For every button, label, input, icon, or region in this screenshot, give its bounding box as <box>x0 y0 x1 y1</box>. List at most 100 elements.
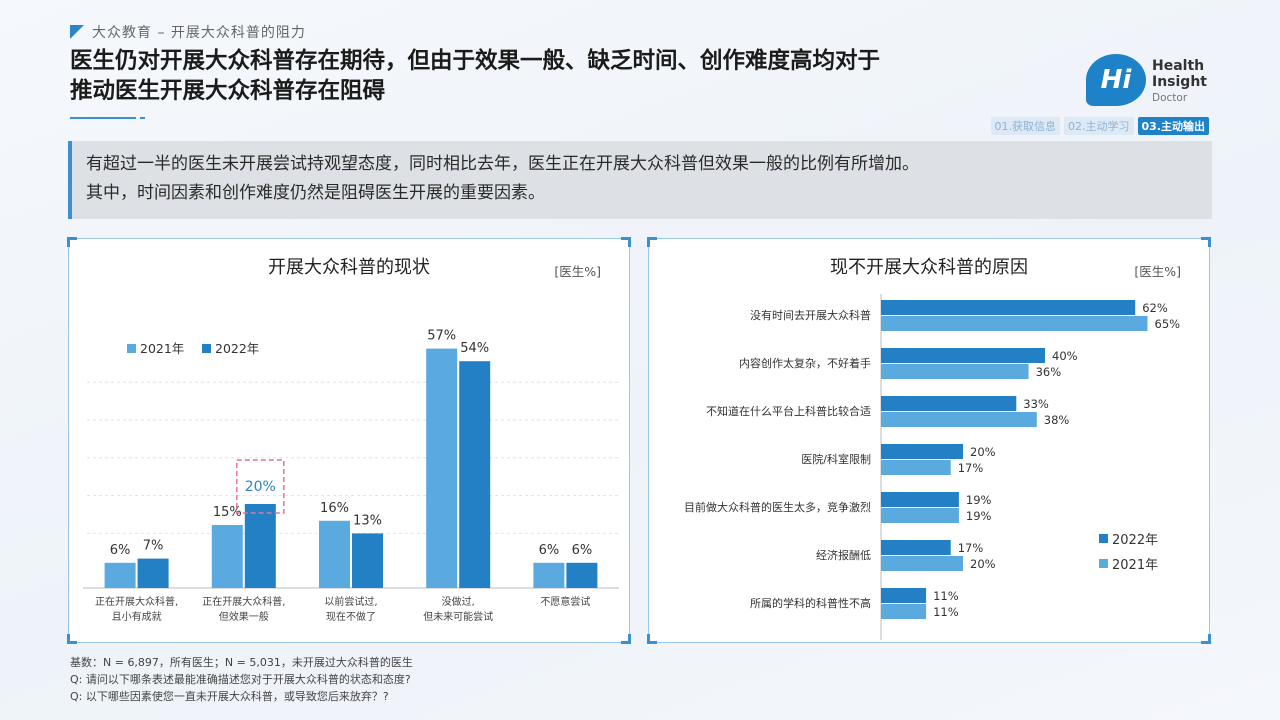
status-chart-title: 开展大众科普的现状 <box>268 257 430 278</box>
legend-label: 2022年 <box>1112 533 1158 548</box>
bar-2021年 <box>533 562 565 588</box>
status-chart-panel: 开展大众科普的现状 [医生%] 6% 7% 正在开展大众科普, 且小有成就 15% 20%… <box>67 237 631 644</box>
data-label: 36% <box>1036 365 1062 379</box>
category-label: 现在不做了 <box>326 610 376 623</box>
data-label: 13% <box>353 513 382 528</box>
bar-2021年 <box>881 412 1037 427</box>
triangle-marker-icon <box>70 25 84 39</box>
category-label: 经济报酬低 <box>816 548 871 562</box>
data-label: 62% <box>1142 301 1168 315</box>
bar-2021年 <box>881 364 1029 379</box>
bar-2021年 <box>881 604 927 619</box>
bar-2022年 <box>881 540 951 555</box>
footnote-q1: Q: 请问以下哪条表述最能准确描述您对于开展大众科普的状态和态度? <box>70 673 411 686</box>
category-label: 不知道在什么平台上科普比较合适 <box>706 404 871 418</box>
corner-decoration <box>1201 634 1211 644</box>
corner-decoration <box>1201 237 1211 247</box>
data-label: 33% <box>1023 397 1049 411</box>
bar-2021年 <box>881 508 959 523</box>
legend-label: 2022年 <box>215 341 259 356</box>
bar-2022年 <box>352 533 383 588</box>
footnote-base: 基数：N = 6,897，所有医生；N = 5,031，未开展过大众科普的医生 <box>70 656 413 669</box>
title-underline-dot <box>140 117 145 119</box>
data-label: 6% <box>110 543 131 558</box>
data-label: 57% <box>427 329 456 344</box>
data-label: 6% <box>539 543 560 558</box>
bar-2021年 <box>881 556 963 571</box>
corner-decoration <box>647 237 657 247</box>
data-label: 11% <box>933 605 959 619</box>
logo-line2: Insight <box>1152 74 1207 90</box>
bar-2022年 <box>881 300 1136 315</box>
logo-line3: Doctor <box>1152 92 1188 104</box>
footnote-q2: Q: 以下哪些因素使您一直未开展大众科普，或导致您后来放弃？? <box>70 690 389 703</box>
bar-2022年 <box>244 504 276 588</box>
category-label: 医院/科室限制 <box>801 452 871 466</box>
category-label: 没有时间去开展大众科普 <box>750 308 871 322</box>
page-title-line2: 推动医生开展大众科普存在阻碍 <box>70 78 386 104</box>
page-title-line1: 医生仍对开展大众科普存在期待，但由于效果一般、缺乏时间、创作难度高均对于 <box>70 48 881 74</box>
bar-2021年 <box>426 348 458 588</box>
data-label: 40% <box>1052 349 1078 363</box>
data-label: 20% <box>970 445 996 459</box>
bar-2022年 <box>459 361 491 588</box>
reasons-chart-panel: 现不开展大众科普的原因 [医生%] 62% 65% 没有时间去开展大众科普 40% 36… <box>647 237 1211 644</box>
bar-2021年 <box>104 562 136 588</box>
page-title: 医生仍对开展大众科普存在期待，但由于效果一般、缺乏时间、创作难度高均对于 推动医… <box>70 46 1030 106</box>
corner-decoration <box>67 237 77 247</box>
bar-2021年 <box>211 525 243 588</box>
logo: Hi Health Insight Doctor <box>1086 52 1216 110</box>
category-label: 正在开展大众科普, <box>202 595 285 608</box>
category-label: 但未来可能尝试 <box>423 610 493 623</box>
category-label: 目前做大众科普的医生太多，竞争激烈 <box>684 500 871 514</box>
step-tab-2[interactable]: 02.主动学习 <box>1064 117 1134 135</box>
data-label: 20% <box>970 557 996 571</box>
title-underline <box>70 117 136 119</box>
logo-mark: Hi <box>1100 65 1132 95</box>
footnotes: 基数：N = 6,897，所有医生；N = 5,031，未开展过大众科普的医生 … <box>70 654 413 705</box>
category-label: 且小有成就 <box>112 610 162 623</box>
bar-2022年 <box>881 396 1017 411</box>
data-label: 19% <box>966 493 992 507</box>
corner-decoration <box>647 634 657 644</box>
category-label: 正在开展大众科普, <box>95 595 178 608</box>
summary-box: 有超过一半的医生未开展尝试持观望态度，同时相比去年，医生正在开展大众科普但效果一… <box>68 141 1212 219</box>
bar-2021年 <box>319 520 350 588</box>
category-label: 内容创作太复杂，不好着手 <box>739 356 871 370</box>
data-label: 20% <box>245 479 276 495</box>
logo-line1: Health <box>1152 58 1205 74</box>
bar-2022年 <box>881 492 959 507</box>
section-tag: 大众教育 – 开展大众科普的阻力 <box>70 22 306 42</box>
bar-2022年 <box>881 348 1045 363</box>
summary-line2: 其中，时间因素和创作难度仍然是阻碍医生开展的重要因素。 <box>86 183 545 203</box>
bar-2021年 <box>881 316 1148 331</box>
bar-2022年 <box>566 562 598 588</box>
status-chart-svg: 6% 7% 正在开展大众科普, 且小有成就 15%20% 正在开展大众科普, 但效果一般 16… <box>83 329 619 623</box>
data-label: 11% <box>933 589 959 603</box>
legend-swatch <box>1099 534 1108 543</box>
step-tab-3[interactable]: 03.主动输出 <box>1137 117 1209 135</box>
category-label: 不愿意尝试 <box>540 595 590 608</box>
legend-label: 2021年 <box>1112 558 1158 573</box>
status-chart-unit: [医生%] <box>554 264 601 279</box>
category-label: 以前尝试过, <box>324 595 377 608</box>
category-label: 但效果一般 <box>219 610 269 623</box>
logo-bubble-icon: Hi <box>1086 54 1146 106</box>
legend-swatch <box>202 344 211 353</box>
data-label: 6% <box>572 543 593 558</box>
data-label: 38% <box>1044 413 1070 427</box>
reasons-chart-svg: 62% 65% 没有时间去开展大众科普 40% 36% 内容创作太复杂，不好着手 33% 38… <box>684 294 1181 640</box>
data-label: 65% <box>1155 317 1181 331</box>
reasons-chart-title: 现不开展大众科普的原因 <box>830 257 1028 278</box>
logo-wordmark: Health Insight Doctor <box>1152 58 1207 106</box>
corner-decoration <box>67 634 77 644</box>
category-label: 没做过, <box>442 595 475 608</box>
data-label: 17% <box>958 461 984 475</box>
corner-decoration <box>621 237 631 247</box>
legend-swatch <box>127 344 136 353</box>
step-tab-1[interactable]: 01.获取信息 <box>990 117 1060 135</box>
section-tag-text: 大众教育 – 开展大众科普的阻力 <box>92 25 306 41</box>
bar-2022年 <box>881 588 927 603</box>
data-label: 19% <box>966 509 992 523</box>
bar-2022年 <box>137 558 169 588</box>
